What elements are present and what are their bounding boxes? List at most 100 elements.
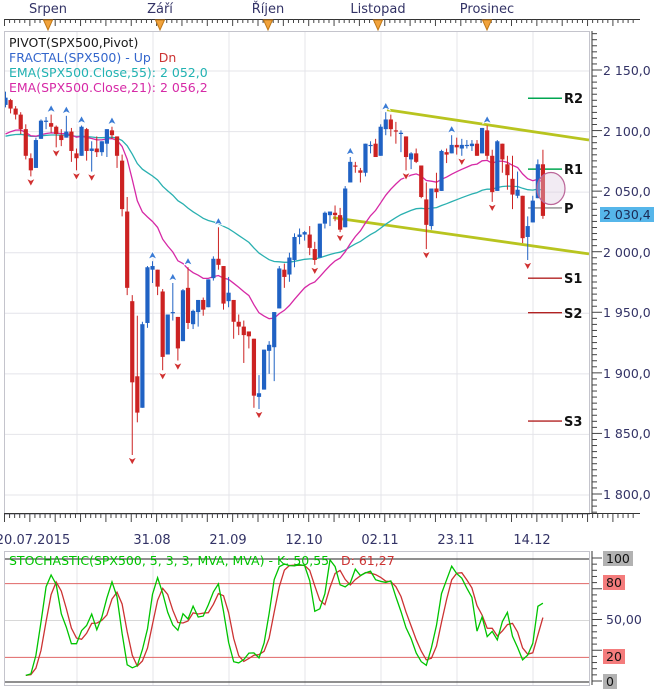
candle [190,310,196,325]
current-price-tag: 2 030,4 [600,207,654,223]
candle [530,200,535,223]
month-start-marker [481,19,493,31]
candle [231,299,236,322]
candle [272,312,277,348]
candle [388,119,393,130]
price-axis-label: 1 850,0 [603,426,651,442]
candle [439,150,444,191]
candle [378,126,383,156]
stochastic-k-line [25,558,544,677]
candle [444,152,449,155]
bottom-time-scale[interactable] [4,513,640,529]
candle [267,344,272,351]
candle [469,143,475,147]
fractal-down-icon [50,148,62,159]
stochastic-legend: STOCHASTIC(SPX500, 5, 3, 3, MVA, MVA) - … [9,553,395,568]
date-label: 14.12 [513,533,551,548]
month-label-listopad: Listopad [350,2,406,17]
candle [114,136,120,156]
fractal-down-icon [456,156,468,167]
candle [358,170,363,173]
fractal-dn-label: Dn [158,50,177,65]
candle [120,160,125,210]
month-label-srpen: Srpen [28,2,68,17]
candle [180,290,186,342]
candle [449,144,454,154]
candle [54,126,59,134]
candle [338,215,343,230]
candle [495,141,500,191]
candle [343,188,348,228]
candle [454,144,459,148]
fractal-up-icon [446,124,457,135]
candle [520,195,525,239]
ema55-legend: EMA(SPX500.Close,55): 2 052,0 [9,65,208,80]
candle [5,97,8,105]
candle [221,266,226,304]
fractal-up-icon [147,250,158,261]
candle [500,143,505,160]
candle [297,234,302,237]
candle [135,376,140,413]
stochastic-d-label: D: 61,27 [341,553,395,568]
candle [241,326,246,336]
month-label-prosinec: Prosinec [459,2,515,17]
candle [216,258,221,265]
trend-channel [332,108,589,256]
candle [130,301,135,383]
month-label-září: Září [147,2,173,17]
stochastic-axis-ticks [591,551,602,685]
fractal-legend: FRACTAL(SPX500) - Up Dn [9,50,177,65]
fractal-down-icon [309,265,320,276]
candle [505,164,510,176]
candle [490,155,495,193]
price-chart-plot[interactable] [4,31,590,515]
candle [175,316,180,349]
candle [424,199,429,225]
candle [28,158,33,171]
candle [414,153,419,162]
candle [464,144,469,147]
candle [185,287,191,323]
fractal-markers [25,101,533,466]
candle [322,212,328,224]
price-axis-label: 1 900,0 [603,365,651,381]
candle [292,236,297,260]
candle [79,126,84,156]
fractal-up-icon [380,101,391,112]
stochastic-plot[interactable] [4,551,590,686]
price-axis-label: 2 000,0 [603,244,651,260]
fractal-up-icon [45,103,57,114]
candle [196,299,201,313]
candle [140,324,145,408]
pivot-label-r1: R1 [564,163,584,179]
top-time-scale[interactable] [4,18,640,31]
candle [256,393,262,397]
candle [398,132,404,134]
candle [23,129,28,156]
price-chart-canvas[interactable] [5,32,589,514]
candle [307,234,312,248]
candle [8,100,13,109]
month-start-marker [372,19,384,31]
month-label-říjen: Říjen [251,2,285,17]
candle [145,267,150,323]
fractal-up-icon [61,104,72,115]
stochastic-canvas[interactable] [5,552,589,685]
fractal-down-icon [172,361,184,372]
fractal-down-icon [421,250,432,260]
candle [236,321,241,327]
candle [226,292,231,302]
date-label: 23.11 [437,533,475,548]
candle [18,114,23,130]
candle [332,212,338,216]
pivot-label-r2: R2 [564,92,584,108]
candle [282,269,287,277]
candle [459,144,464,149]
candle [348,161,353,183]
price-axis-label: 1 800,0 [603,487,651,502]
fractal-down-icon [25,177,37,188]
candle [49,123,54,127]
indicator-legend: PIVOT(SPX500,Pivot) FRACTAL(SPX500) - Up… [9,35,208,95]
